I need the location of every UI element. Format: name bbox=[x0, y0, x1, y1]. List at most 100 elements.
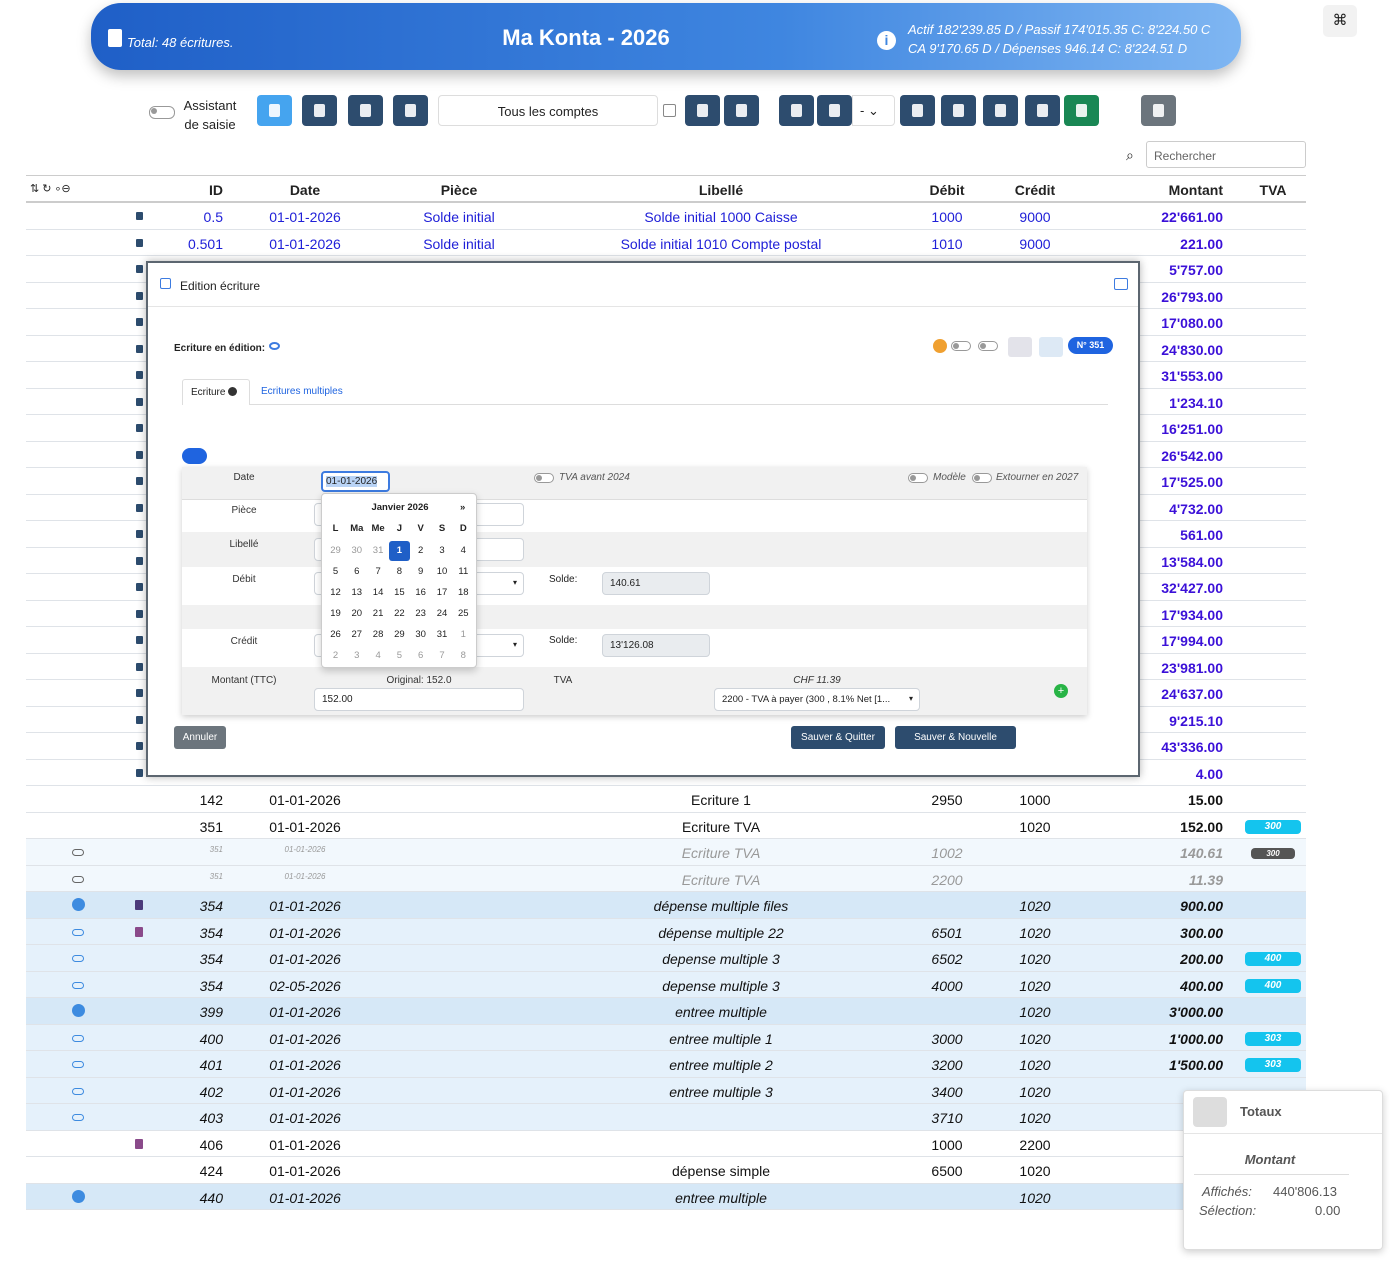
day[interactable]: 4 bbox=[460, 545, 466, 556]
day[interactable]: 20 bbox=[351, 608, 363, 619]
day[interactable]: 8 bbox=[396, 566, 403, 577]
day[interactable]: 17 bbox=[436, 587, 448, 598]
day[interactable]: 29 bbox=[330, 545, 341, 556]
day[interactable]: 31 bbox=[372, 545, 384, 556]
day[interactable]: 31 bbox=[436, 629, 448, 640]
day[interactable]: 3 bbox=[439, 545, 445, 556]
tab-multiple[interactable]: Ecritures multiples bbox=[261, 386, 343, 397]
expand-icon[interactable] bbox=[72, 981, 84, 989]
prev-button[interactable] bbox=[685, 95, 720, 126]
archive-button[interactable] bbox=[941, 95, 976, 126]
day[interactable]: 23 bbox=[415, 608, 426, 619]
day[interactable]: 12 bbox=[330, 587, 341, 598]
amount-input[interactable]: 152.00 bbox=[314, 688, 524, 711]
report-button[interactable] bbox=[393, 95, 428, 126]
account-select[interactable]: Tous les comptes bbox=[438, 95, 658, 126]
shortcut-button[interactable]: ⌘ bbox=[1323, 5, 1357, 37]
save-new-button[interactable]: Sauver & Nouvelle bbox=[895, 726, 1016, 749]
modal-options[interactable] bbox=[1114, 278, 1128, 290]
bookmark-select[interactable]: - ⌄ bbox=[852, 95, 895, 126]
day[interactable]: 6 bbox=[354, 566, 360, 577]
expand-icon[interactable] bbox=[72, 875, 84, 883]
upload-button[interactable] bbox=[182, 448, 207, 464]
cell-credit: 9000 bbox=[1019, 209, 1051, 225]
assistant-toggle[interactable] bbox=[149, 106, 175, 119]
save-quit-button[interactable]: Sauver & Quitter bbox=[791, 726, 885, 749]
ai-toggle[interactable] bbox=[951, 341, 971, 351]
expand-icon[interactable] bbox=[72, 1189, 85, 1203]
cancel-button[interactable]: Annuler bbox=[174, 726, 226, 749]
search-input[interactable]: Rechercher bbox=[1146, 141, 1306, 168]
doc-button[interactable] bbox=[1008, 337, 1032, 357]
day[interactable]: 5 bbox=[396, 650, 403, 661]
expand-icon[interactable] bbox=[72, 1087, 84, 1095]
add-button[interactable] bbox=[257, 95, 292, 126]
day[interactable]: 24 bbox=[436, 608, 448, 619]
day[interactable]: 22 bbox=[394, 608, 405, 619]
expand-icon[interactable] bbox=[72, 1004, 85, 1017]
day[interactable]: 3 bbox=[354, 650, 360, 661]
expand-icon[interactable] bbox=[72, 955, 84, 962]
expand-icon[interactable] bbox=[72, 928, 84, 936]
expand-icon[interactable] bbox=[72, 898, 85, 911]
day[interactable]: 25 bbox=[458, 608, 469, 619]
day[interactable]: 7 bbox=[375, 566, 381, 577]
cell-debit: 6500 bbox=[931, 1163, 963, 1179]
day[interactable]: 19 bbox=[330, 608, 341, 619]
expand-icon[interactable] bbox=[72, 1114, 84, 1121]
database-button[interactable] bbox=[1064, 95, 1099, 126]
day[interactable]: 6 bbox=[418, 650, 424, 661]
day[interactable]: 27 bbox=[351, 629, 363, 640]
datepicker-next[interactable]: » bbox=[460, 502, 466, 513]
list-button[interactable] bbox=[983, 95, 1018, 126]
day[interactable]: 5 bbox=[332, 566, 339, 577]
eye-icon[interactable] bbox=[269, 342, 280, 350]
day[interactable]: 29 bbox=[394, 629, 405, 640]
sort-icons[interactable]: ⇅ ↻ ∘⊖ bbox=[30, 183, 71, 195]
info-icon[interactable]: i bbox=[877, 31, 896, 50]
expand-icon[interactable] bbox=[72, 1061, 84, 1068]
settings-button[interactable] bbox=[1025, 95, 1060, 126]
next-button[interactable] bbox=[724, 95, 759, 126]
day[interactable]: 26 bbox=[330, 629, 341, 640]
tab-single[interactable]: Ecriture bbox=[182, 379, 250, 405]
day[interactable]: 2 bbox=[418, 545, 424, 556]
model-toggle[interactable] bbox=[908, 473, 928, 483]
day[interactable]: 30 bbox=[415, 629, 426, 640]
day[interactable]: 10 bbox=[436, 566, 448, 577]
bookmark-button[interactable] bbox=[1039, 337, 1063, 357]
day[interactable]: 13 bbox=[351, 587, 363, 598]
add-tva-button[interactable]: + bbox=[1054, 684, 1068, 698]
search-button[interactable] bbox=[348, 95, 383, 126]
reverse-toggle[interactable] bbox=[972, 473, 992, 483]
new-doc-button[interactable] bbox=[302, 95, 337, 126]
day[interactable]: 21 bbox=[372, 608, 384, 619]
tva-toggle[interactable] bbox=[534, 473, 554, 483]
day[interactable]: 1 bbox=[388, 541, 410, 561]
day[interactable]: 30 bbox=[351, 545, 363, 556]
day[interactable]: 2 bbox=[332, 650, 339, 661]
validate-button[interactable] bbox=[779, 95, 814, 126]
tva-select[interactable]: 2200 - TVA à payer (300 , 8.1% Net [1...… bbox=[714, 688, 920, 711]
day[interactable]: 4 bbox=[375, 650, 381, 661]
day[interactable]: 1 bbox=[460, 629, 466, 640]
ai-icon[interactable] bbox=[933, 339, 947, 353]
day[interactable]: 15 bbox=[394, 587, 405, 598]
day[interactable]: 16 bbox=[415, 587, 426, 598]
lock-toggle[interactable] bbox=[978, 341, 998, 351]
expand-icon[interactable] bbox=[72, 849, 84, 856]
lock-button[interactable] bbox=[900, 95, 935, 126]
day[interactable]: 9 bbox=[418, 566, 424, 577]
day[interactable]: 11 bbox=[458, 566, 469, 577]
day[interactable]: 14 bbox=[372, 587, 384, 598]
checkbox[interactable] bbox=[663, 104, 676, 117]
day[interactable]: 18 bbox=[458, 587, 469, 598]
date-input[interactable]: 01-01-2026 bbox=[321, 471, 390, 492]
day[interactable]: 8 bbox=[460, 650, 466, 661]
tools-button[interactable] bbox=[1141, 95, 1176, 126]
day[interactable]: 28 bbox=[372, 629, 384, 640]
totals-eye[interactable] bbox=[1193, 1097, 1227, 1127]
expand-icon[interactable] bbox=[72, 1034, 84, 1042]
bookmark-button[interactable] bbox=[817, 95, 852, 126]
day[interactable]: 7 bbox=[439, 650, 445, 661]
